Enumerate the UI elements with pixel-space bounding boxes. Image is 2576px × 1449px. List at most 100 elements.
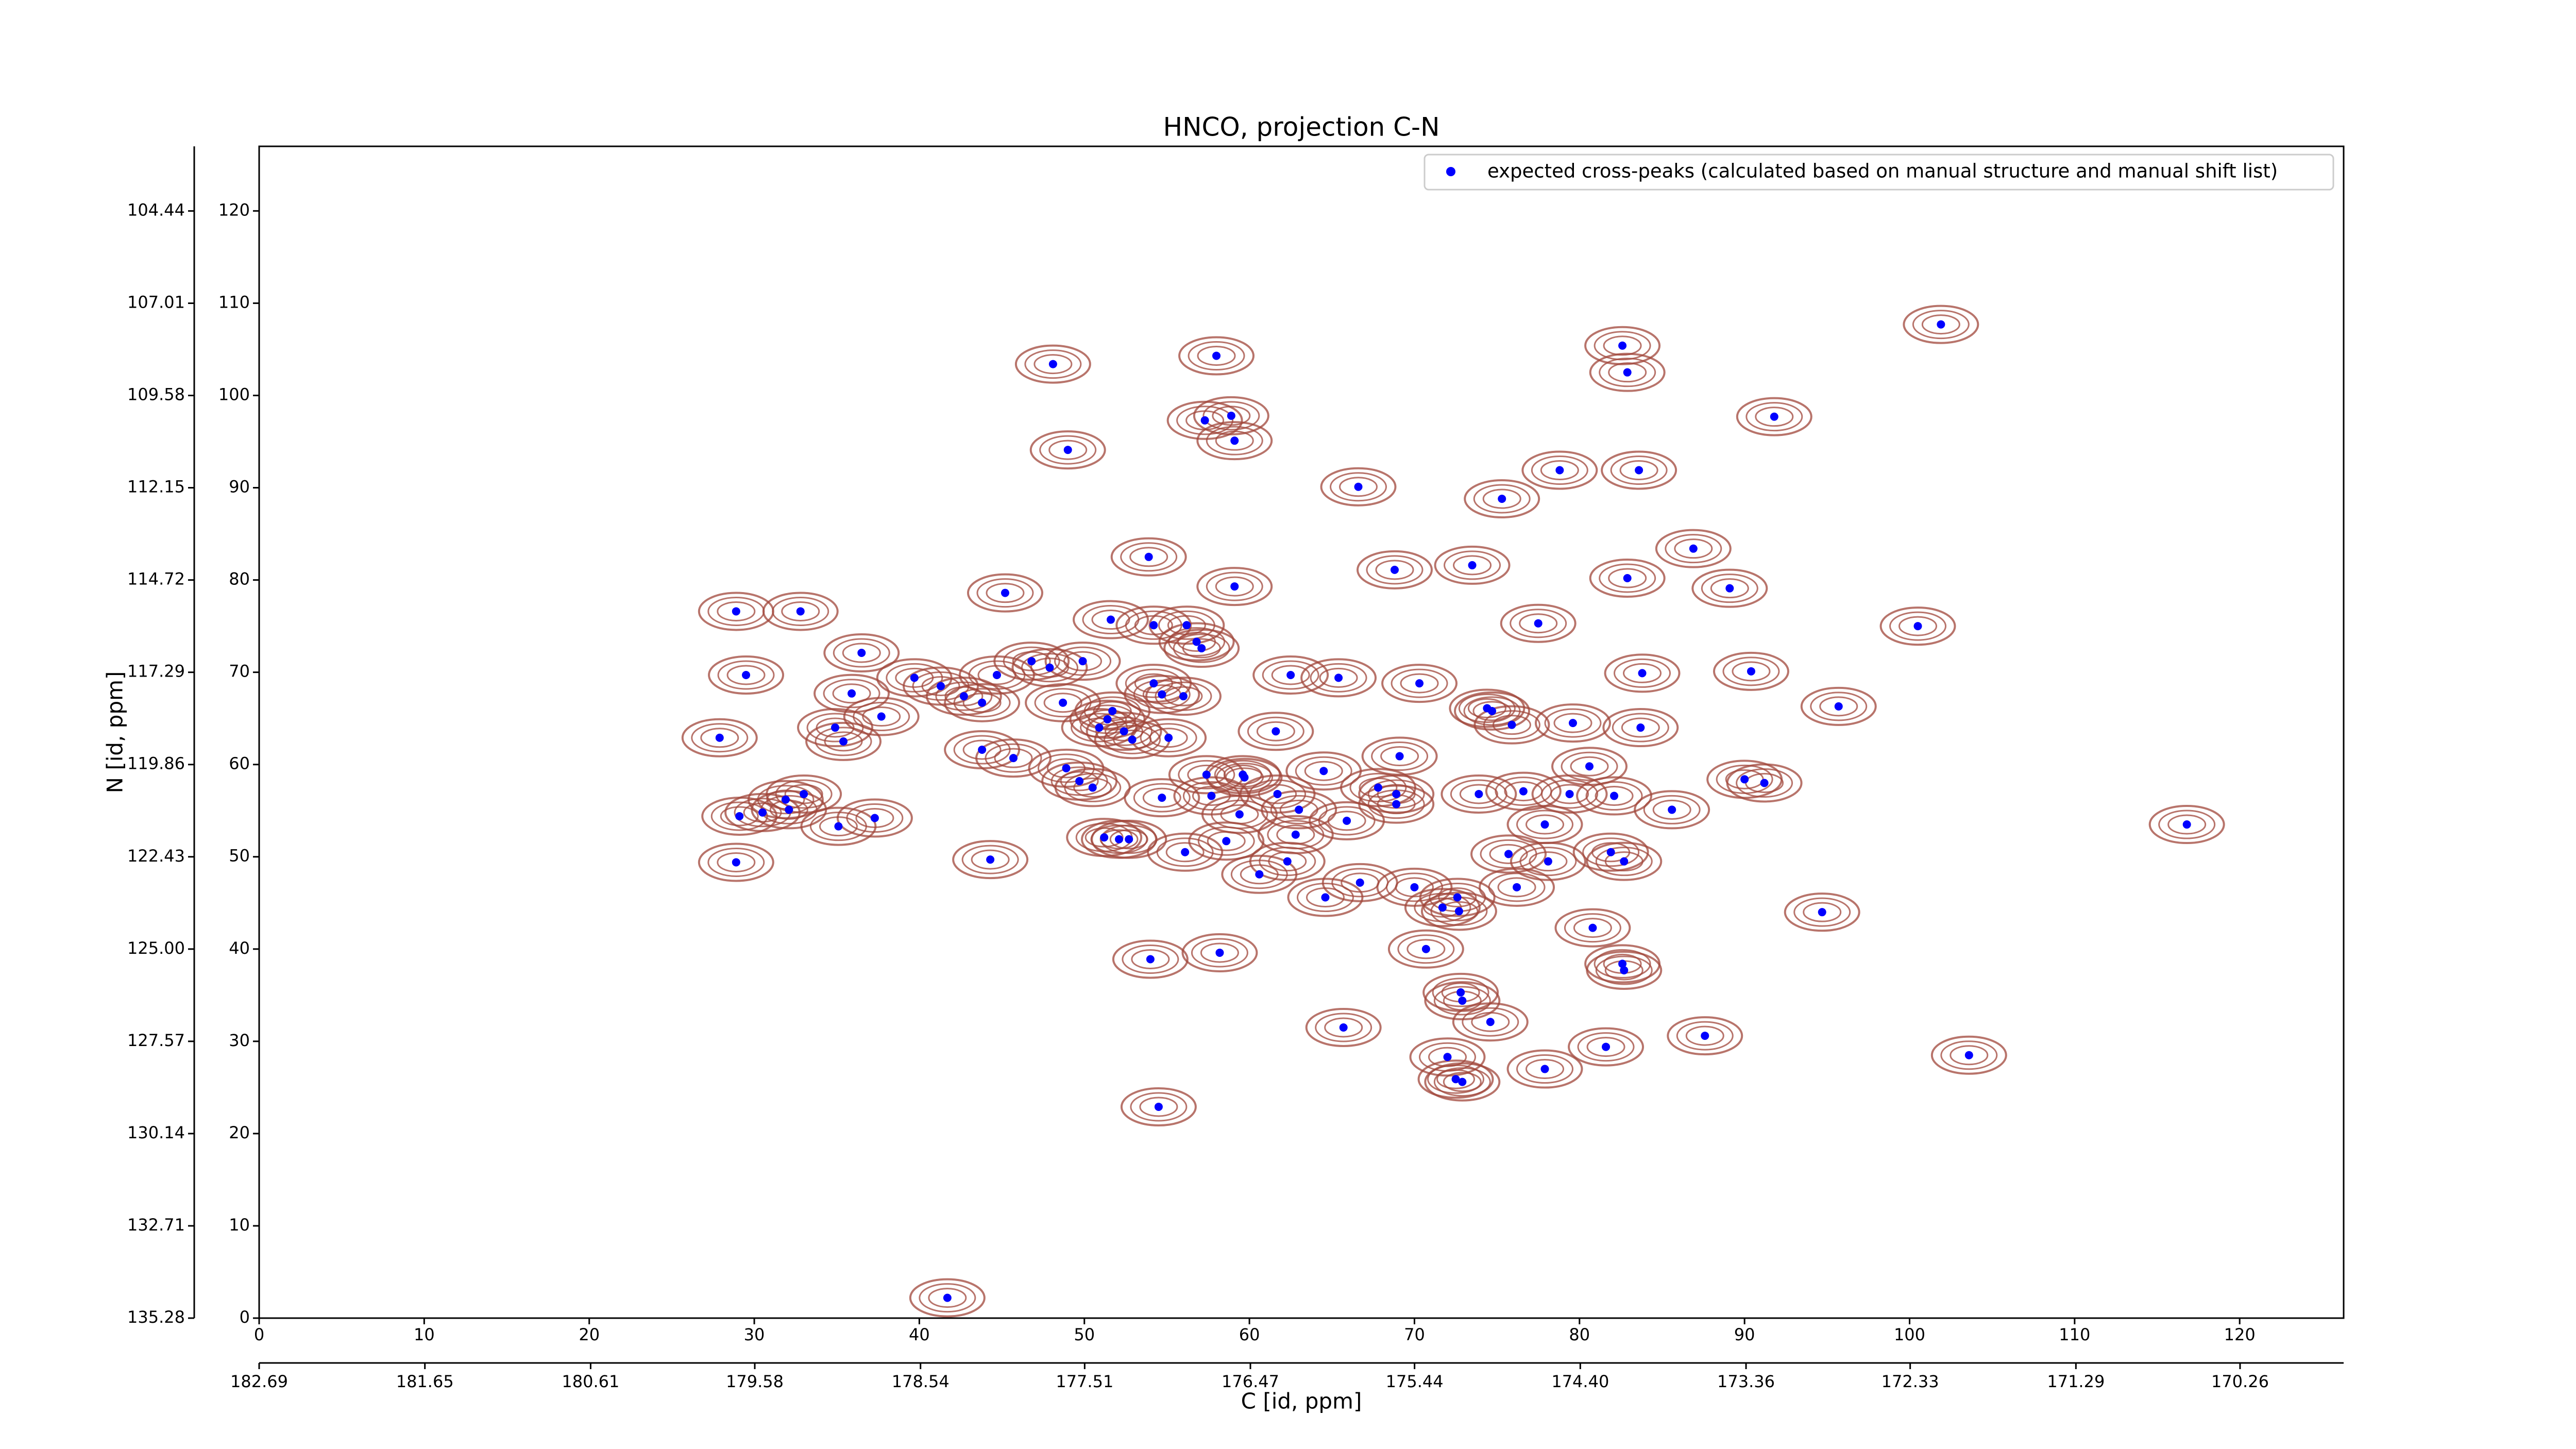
contour — [975, 738, 1052, 778]
cross-peak — [732, 858, 740, 867]
contour — [1029, 430, 1106, 470]
cross-peak — [1392, 800, 1401, 808]
cross-peak — [1045, 663, 1054, 672]
contour — [919, 1283, 976, 1313]
cross-peak — [1197, 644, 1206, 653]
contour — [1470, 834, 1547, 874]
contour — [1652, 799, 1691, 820]
contour — [1450, 779, 1507, 809]
contour — [1755, 407, 1794, 427]
contour — [1497, 877, 1536, 898]
contour — [1044, 642, 1121, 681]
contour — [1024, 349, 1082, 379]
contour — [1063, 651, 1103, 671]
contour — [1594, 331, 1651, 361]
contour — [1091, 610, 1130, 630]
x-tick-label: 80 — [1569, 1325, 1590, 1344]
cross-peak — [1668, 805, 1676, 814]
contour — [1188, 821, 1265, 861]
contour — [1736, 397, 1812, 436]
contour — [1586, 950, 1663, 990]
x-tick-label: 30 — [744, 1325, 765, 1344]
contour — [823, 633, 900, 673]
contour — [1193, 396, 1269, 435]
cross-peak — [1048, 360, 1057, 368]
contour — [1039, 435, 1097, 465]
contour — [1381, 664, 1458, 703]
cross-peak — [1602, 1042, 1611, 1051]
contour — [1324, 1017, 1363, 1038]
contour — [1182, 638, 1221, 659]
contour — [1122, 944, 1179, 974]
contour — [1124, 778, 1200, 818]
cross-peak — [1179, 692, 1188, 701]
contour — [836, 798, 913, 838]
contour — [833, 638, 890, 668]
contour — [862, 706, 901, 727]
contour — [775, 779, 833, 809]
y2-tick-label: 107.01 — [127, 292, 185, 312]
contour — [781, 601, 820, 621]
contour — [762, 592, 839, 631]
contour — [1417, 1059, 1494, 1099]
y2-tick-label: 122.43 — [127, 846, 185, 866]
cross-peak — [1544, 857, 1552, 866]
x-tick-label: 70 — [1404, 1325, 1425, 1344]
cross-peak — [1913, 622, 1922, 631]
cross-peak — [1164, 733, 1173, 742]
contour — [1793, 897, 1851, 927]
contour — [1140, 723, 1197, 753]
y2-tick-label: 119.86 — [127, 754, 185, 773]
contour — [1665, 534, 1722, 564]
plot-frame — [258, 145, 2345, 1319]
contour — [1048, 440, 1088, 460]
y-tick-label: 50 — [229, 846, 250, 866]
cross-peak — [1291, 830, 1300, 839]
contour — [961, 845, 1019, 874]
contour — [1071, 713, 1128, 743]
contour — [1516, 1054, 1574, 1084]
contour — [707, 847, 765, 877]
y-tick-label: 0 — [240, 1307, 250, 1327]
y2-tick-label: 130.14 — [127, 1123, 185, 1142]
cross-peak — [1154, 1102, 1163, 1111]
cross-peak — [715, 733, 724, 742]
contour — [1500, 603, 1577, 643]
cross-peak — [839, 737, 848, 746]
contour — [1247, 716, 1304, 746]
contour — [843, 697, 920, 736]
contour — [1258, 784, 1297, 804]
cross-peak — [1202, 770, 1211, 779]
contour — [1601, 450, 1677, 490]
contour — [1722, 656, 1780, 686]
contour — [1473, 484, 1531, 514]
contour — [1572, 832, 1649, 872]
contour — [1710, 578, 1749, 599]
x2-tick-label: 182.69 — [230, 1372, 288, 1391]
cross-peak — [986, 855, 995, 864]
x2-tick-label: 173.36 — [1717, 1372, 1775, 1391]
cross-peak — [1272, 727, 1280, 736]
contour — [1215, 576, 1254, 597]
y2-tick-label: 132.71 — [127, 1215, 185, 1235]
contour — [1564, 913, 1621, 943]
y2-tick-label: 135.28 — [127, 1307, 185, 1327]
contour — [1819, 696, 1858, 717]
cross-peak — [1158, 794, 1166, 802]
x2-tick-label: 179.58 — [726, 1372, 784, 1391]
contour — [823, 679, 880, 709]
cross-peak — [1507, 720, 1516, 729]
contour — [1602, 708, 1679, 748]
cross-peak — [877, 712, 886, 721]
y-axis-label: N [id, ppm] — [103, 671, 128, 794]
cross-peak — [1144, 552, 1153, 561]
x2-tick-label: 175.44 — [1386, 1372, 1444, 1391]
contour — [1526, 814, 1565, 835]
cross-peak — [1059, 698, 1067, 707]
cross-peak — [1468, 561, 1477, 569]
cross-peak — [1534, 619, 1543, 628]
contour — [800, 806, 877, 846]
contour — [1912, 310, 1970, 340]
x-tick-label: 0 — [254, 1325, 264, 1344]
